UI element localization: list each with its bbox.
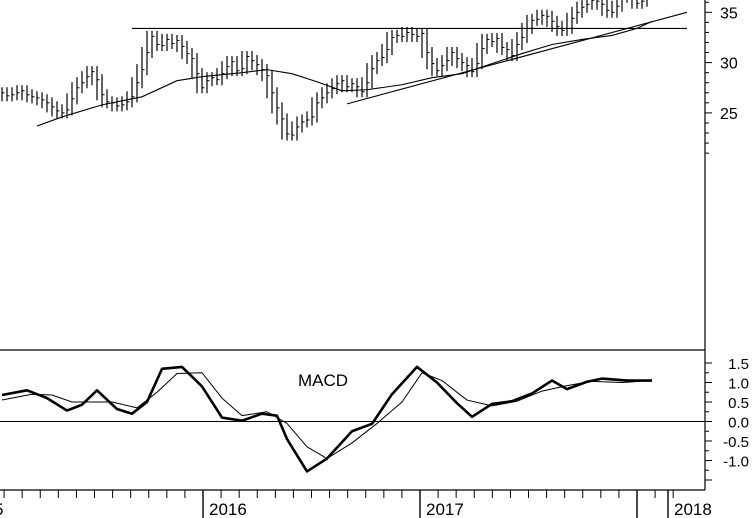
macd-line [1, 365, 652, 473]
macd-tick-label: -1.0 [723, 454, 749, 471]
price-tick-label: 25 [720, 106, 738, 123]
macd-tick-label: -0.5 [723, 434, 749, 451]
price-tick-label: 30 [720, 56, 738, 73]
signal-line [1, 372, 653, 460]
macd-tick-label: 1.0 [728, 376, 749, 393]
macd-tick-label: 1.5 [728, 356, 749, 373]
x-tick-label: 2017 [426, 500, 464, 518]
macd-title: MACD [298, 371, 348, 390]
moving-average-line [36, 20, 653, 127]
macd-panel [0, 365, 705, 473]
price-panel [1, 0, 688, 141]
x-tick-label: 5 [0, 500, 3, 518]
macd-tick-label: 0.5 [728, 395, 749, 412]
macd-tick-label: 0.0 [728, 415, 749, 432]
x-tick-label: 2016 [209, 500, 247, 518]
x-tick-label: 2018 [674, 500, 712, 518]
price-tick-label: 35 [720, 5, 738, 22]
